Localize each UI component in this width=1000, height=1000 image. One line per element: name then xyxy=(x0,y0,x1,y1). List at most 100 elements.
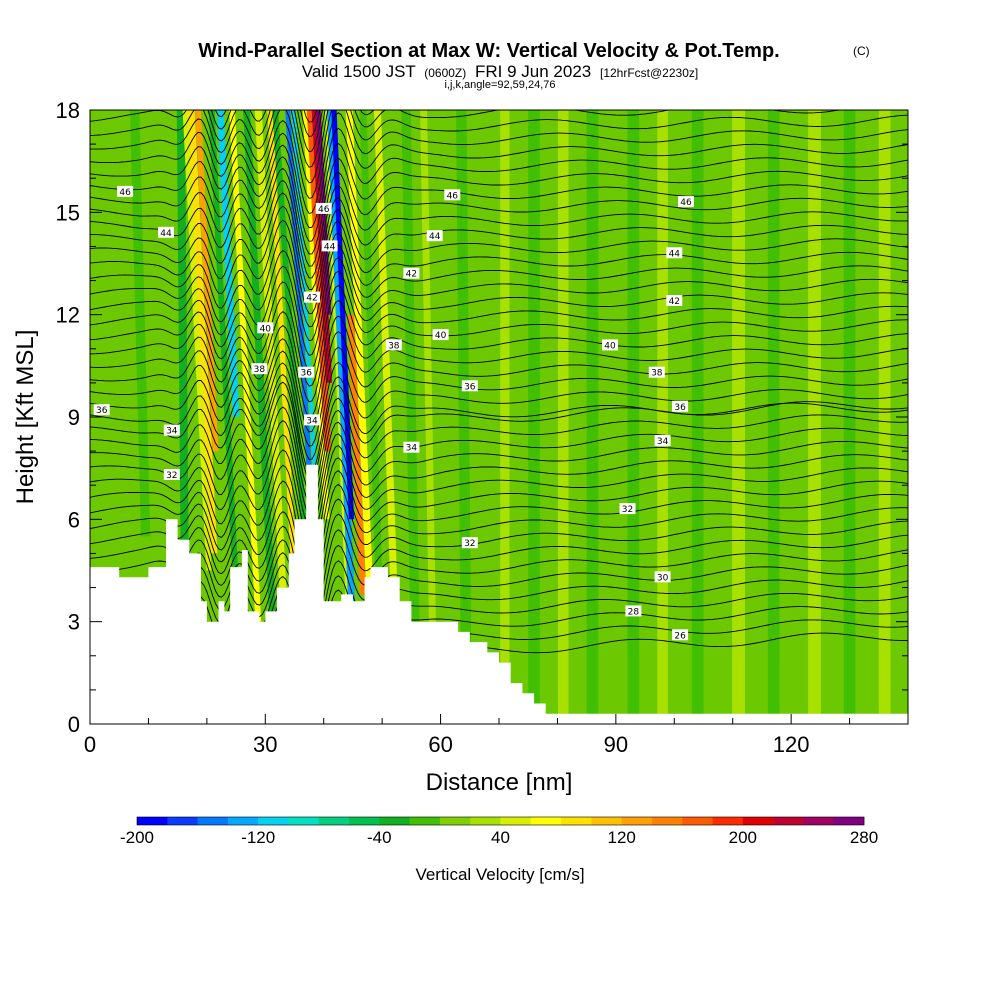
contour-label-text: 44 xyxy=(160,229,172,239)
contour-label-background xyxy=(298,366,315,378)
theta-contour xyxy=(90,244,908,342)
title-mark: (C) xyxy=(853,44,870,58)
colorbar-swatch xyxy=(439,817,471,825)
contour-label-background xyxy=(163,469,180,480)
colorbar-tick-label: -200 xyxy=(120,828,154,847)
velocity-band xyxy=(130,110,151,537)
colorbar-swatch xyxy=(621,817,653,825)
theta-contour-label: 36 xyxy=(298,366,315,379)
theta-contour-label: 40 xyxy=(257,322,274,334)
contour-label-text: 40 xyxy=(260,324,272,334)
y-tick-label: 9 xyxy=(68,405,80,430)
theta-contour xyxy=(90,167,908,267)
theta-contour xyxy=(90,110,908,184)
colorbar-swatch xyxy=(197,817,229,825)
contour-label-text: 44 xyxy=(429,232,441,242)
colorbar-swatch xyxy=(561,817,592,825)
valid-date: FRI 9 Jun 2023 xyxy=(475,62,591,81)
contour-label-text: 32 xyxy=(622,505,633,515)
contour-label-background xyxy=(625,605,642,617)
x-tick-label: 90 xyxy=(604,732,628,757)
contour-label-background xyxy=(321,240,338,252)
grid-indices: i,j,k,angle=92,59,24,76 xyxy=(444,79,555,91)
contour-label-background xyxy=(117,185,134,197)
vertical-velocity-field xyxy=(90,110,908,724)
theta-contour-label: 38 xyxy=(251,363,268,375)
colorbar-swatch xyxy=(288,817,320,825)
valid-prefix: Valid 1500 JST xyxy=(302,62,416,81)
theta-contour xyxy=(90,457,908,556)
theta-contour-label: 46 xyxy=(444,189,461,201)
velocity-band xyxy=(182,110,212,571)
theta-contour-label: 38 xyxy=(385,339,402,351)
x-axis-ticks: 0 30 60 90 120 xyxy=(84,714,909,757)
colorbar-tick-label: -120 xyxy=(241,828,275,847)
velocity-band xyxy=(843,110,856,714)
theta-contour xyxy=(90,270,908,372)
contour-label-background xyxy=(654,434,671,446)
theta-contour-label: 36 xyxy=(93,404,110,416)
theta-contour xyxy=(90,179,908,279)
theta-contour xyxy=(90,232,908,328)
velocity-band xyxy=(254,110,287,588)
theta-contour-label: 38 xyxy=(648,366,665,379)
colorbar-tick-label: 120 xyxy=(608,828,636,847)
contour-label-background xyxy=(304,414,320,426)
theta-contour xyxy=(90,112,908,214)
contour-label-background xyxy=(403,441,420,453)
contour-label-background xyxy=(678,196,694,208)
theta-contour xyxy=(90,374,908,473)
terrain-mask xyxy=(90,464,908,724)
velocity-band xyxy=(528,110,540,704)
theta-contours xyxy=(90,110,908,710)
theta-contour xyxy=(90,346,908,447)
colorbar-swatch xyxy=(803,817,835,825)
theta-contour xyxy=(90,393,908,492)
contour-label-background xyxy=(426,230,443,242)
colorbar-swatch xyxy=(742,817,774,825)
theta-contour xyxy=(90,110,908,199)
theta-contour-label: 32 xyxy=(619,503,636,515)
contour-label-text: 34 xyxy=(166,427,178,437)
velocity-band xyxy=(195,110,219,452)
colorbar-swatch xyxy=(318,817,350,825)
colorbar-swatch xyxy=(682,817,713,825)
theta-contour xyxy=(90,381,908,480)
contour-label-background xyxy=(93,404,110,416)
theta-contour xyxy=(90,406,908,504)
theta-contour-label: 44 xyxy=(426,230,443,242)
theta-contour xyxy=(90,219,908,315)
contour-label-text: 36 xyxy=(674,403,686,413)
theta-contour-label: 34 xyxy=(403,441,420,454)
contour-label-background xyxy=(461,380,478,392)
theta-contour xyxy=(90,470,908,570)
velocity-band xyxy=(331,110,355,520)
theta-contour xyxy=(90,544,908,647)
colorbar xyxy=(136,816,865,826)
theta-contour xyxy=(90,420,908,516)
theta-contour-label: 32 xyxy=(461,537,478,549)
x-tick-label: 0 xyxy=(84,732,96,757)
contour-label-background xyxy=(672,400,689,412)
theta-contour xyxy=(90,315,908,418)
velocity-band xyxy=(627,110,640,714)
contour-label-background xyxy=(654,571,671,583)
theta-contour-label: 46 xyxy=(117,185,134,198)
x-tick-label: 30 xyxy=(253,732,277,757)
colorbar-tick-label: -40 xyxy=(367,828,392,847)
theta-contour xyxy=(90,331,908,433)
theta-contour-label: 46 xyxy=(678,196,694,208)
theta-contour xyxy=(90,143,908,242)
y-tick-label: 6 xyxy=(68,507,80,532)
contour-label-background xyxy=(403,267,420,279)
colorbar-swatch xyxy=(137,817,168,825)
contour-label-text: 36 xyxy=(96,406,108,416)
colorbar-swatch xyxy=(712,817,744,825)
theta-contour xyxy=(90,192,908,290)
contour-label-text: 34 xyxy=(306,416,318,426)
velocity-band xyxy=(176,110,189,588)
contour-label-text: 42 xyxy=(406,270,417,280)
velocity-band xyxy=(691,110,704,714)
colorbar-tick-label: 200 xyxy=(729,828,757,847)
theta-contour xyxy=(90,361,908,460)
